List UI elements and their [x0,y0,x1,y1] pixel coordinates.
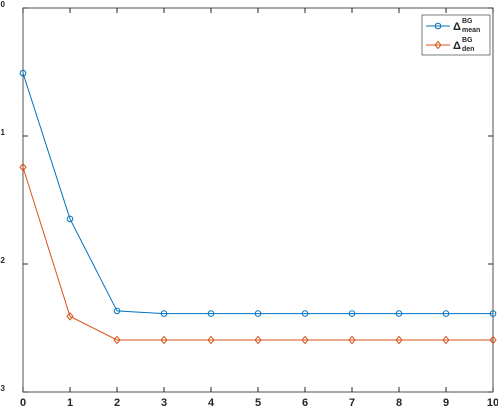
y-tick-exponent: -2 [0,256,6,265]
marker [113,335,121,345]
legend-subscript: den [462,46,474,53]
marker [207,335,215,345]
marker [207,310,215,317]
x-tick-label: 9 [443,397,449,409]
marker [301,335,309,345]
legend-superscript: BG [462,37,473,44]
marker [19,162,27,172]
y-tick-label: 10-2 [0,256,6,271]
y-tick-label: 10-1 [0,128,6,143]
marker [301,310,309,317]
legend-marker [434,22,442,30]
marker [395,310,403,317]
x-tick-label: 2 [114,397,120,409]
x-tick-label: 6 [302,397,308,409]
legend-superscript: BG [462,18,473,25]
x-tick-label: 8 [396,397,402,409]
legend-marker [434,40,442,50]
marker [19,69,27,77]
x-tick-label: 10 [487,397,498,409]
marker [113,307,121,315]
x-tick-label: 7 [349,397,355,409]
x-tick-label: 3 [161,397,167,409]
y-tick-label: 100 [0,0,6,15]
marker [254,310,262,317]
x-tick-label: 0 [20,397,26,409]
y-tick-exponent: 0 [1,0,6,9]
series-line [22,72,493,315]
legend-symbol: Δ [453,21,461,33]
y-tick-exponent: -3 [0,384,6,393]
marker [348,335,356,345]
marker [348,310,356,317]
legend-symbol: Δ [453,40,461,52]
x-tick-label: 5 [255,397,261,409]
marker [66,215,74,223]
marker [160,310,168,317]
x-tick-label: 1 [67,397,73,409]
y-tick-label: 10-3 [0,384,6,399]
marker [489,310,497,317]
marker [66,312,74,321]
marker [395,335,403,345]
marker [442,310,450,317]
marker [442,335,450,345]
marker [489,335,497,345]
y-tick-exponent: -1 [0,128,6,137]
legend-subscript: mean [462,27,480,34]
series-line [22,167,493,341]
marker [254,335,262,345]
y-tick-base: 10 [0,3,1,15]
x-tick-label: 4 [208,397,215,409]
legend-box [421,14,491,56]
marker [160,335,168,345]
